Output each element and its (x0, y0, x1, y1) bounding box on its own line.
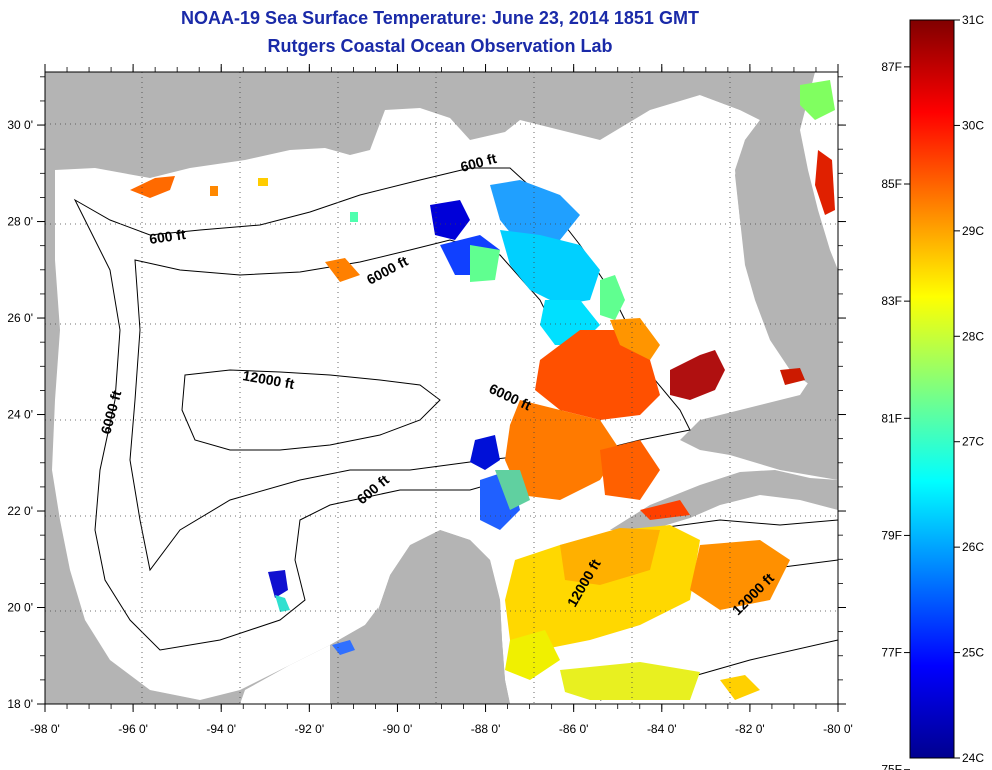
x-tick-label: -94 0' (206, 722, 236, 736)
yucatan-peninsula (330, 530, 510, 704)
florida-peninsula (700, 78, 838, 385)
colorbar-fahrenheit-labels: 87F 85F 83F 81F 79F 77F 75F (881, 60, 910, 770)
colorbar-fahrenheit-label: 83F (881, 294, 902, 308)
colorbar-celsius-label: 30C (962, 118, 984, 132)
x-tick-label: -92 0' (295, 722, 325, 736)
y-tick-label: 22 0' (7, 504, 33, 518)
sst-patch-texas (130, 176, 175, 198)
colorbar-celsius-label: 27C (962, 435, 984, 449)
x-tick-label: -98 0' (30, 722, 60, 736)
x-tick-label: -88 0' (471, 722, 501, 736)
map-subtitle: Rutgers Coastal Ocean Observation Lab (267, 36, 613, 56)
colorbar-celsius-label: 25C (962, 646, 984, 660)
map-grid (45, 72, 838, 704)
colorbar (909, 19, 955, 759)
sst-patch-keys-hot (670, 350, 725, 400)
y-tick-label: 20 0' (7, 601, 33, 615)
x-tick-label: -80 0' (823, 722, 853, 736)
x-tick-label: -96 0' (118, 722, 148, 736)
x-tick-label: -84 0' (647, 722, 677, 736)
x-axis-ticks: -98 0' -96 0' -94 0' -92 0' -90 0' -88 0' -86 … (30, 64, 853, 736)
bay-of-campeche-water (240, 530, 440, 704)
map-title: NOAA-19 Sea Surface Temperature: June 23… (181, 8, 699, 28)
y-tick-label: 26 0' (7, 311, 33, 325)
colorbar-fahrenheit-label: 79F (881, 528, 902, 542)
x-tick-label: -82 0' (735, 722, 765, 736)
colorbar-fahrenheit-label: 75F (881, 763, 902, 770)
sst-patch-loop-current (535, 330, 660, 420)
sst-patch-campeche-cold (268, 570, 288, 598)
colorbar-fahrenheit-label: 81F (881, 411, 902, 425)
sst-patch-mississippi-cold (430, 200, 470, 240)
colorbar-celsius-label: 29C (962, 224, 984, 238)
x-tick-label: -90 0' (383, 722, 413, 736)
contour-label-600-west: 600 ft (148, 226, 187, 247)
colorbar-fahrenheit-label: 85F (881, 177, 902, 191)
y-tick-label: 18 0' (7, 697, 33, 711)
y-tick-label: 24 0' (7, 408, 33, 422)
sst-data-layer (130, 80, 835, 700)
x-tick-label: -86 0' (559, 722, 589, 736)
y-tick-label: 28 0' (7, 215, 33, 229)
colorbar-celsius-label: 24C (962, 751, 984, 765)
colorbar-fahrenheit-label: 77F (881, 646, 902, 660)
y-axis-ticks: 30 0' 28 0' 26 0' 24 0' 22 0' 20 0' 18 0' (7, 76, 846, 711)
colorbar-fahrenheit-label: 87F (881, 60, 902, 74)
colorbar-celsius-label: 31C (962, 13, 984, 27)
colorbar-celsius-labels: 31C 30C 29C 28C 27C 26C 25C 24C (954, 13, 984, 765)
colorbar-celsius-label: 28C (962, 329, 984, 343)
colorbar-celsius-label: 26C (962, 540, 984, 554)
y-tick-label: 30 0' (7, 118, 33, 132)
